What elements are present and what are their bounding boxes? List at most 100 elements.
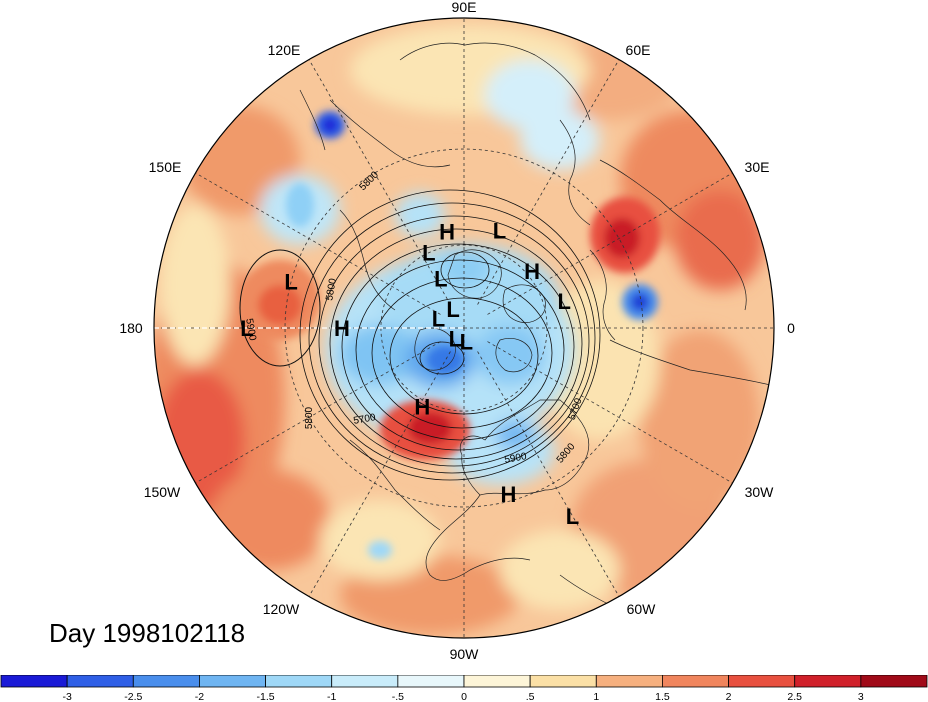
low-pressure-marker: L xyxy=(446,297,459,322)
meridian-line xyxy=(308,59,451,305)
coastline-path xyxy=(495,338,533,373)
colorbar-swatch xyxy=(662,675,729,688)
colorbar-swatch xyxy=(66,675,134,688)
coastline-path xyxy=(589,249,616,341)
height-contour xyxy=(355,259,565,441)
colorbar: -3 -2.5 -2 -1.5 -1 -.5 0 .5 1 1.5 2 2.5 3 xyxy=(0,675,928,702)
coastline-path xyxy=(425,494,531,581)
colorbar-swatch xyxy=(595,675,663,688)
height-contour xyxy=(308,202,596,474)
longitude-labels: 90E 120E 60E 150E 30E 180 0 150W 30W 120W 60W 90W xyxy=(119,0,795,662)
colorbar-tick-label: 0 xyxy=(461,691,467,702)
colorbar-swatch xyxy=(132,675,200,688)
graticule xyxy=(154,18,774,638)
low-pressure-marker: L xyxy=(434,266,447,291)
longitude-label: 120W xyxy=(263,601,300,617)
colorbar-tick-label: -2.5 xyxy=(124,691,142,702)
contour-value-label: 5800 xyxy=(304,406,315,429)
colorbar-tick-label: -3 xyxy=(62,691,71,702)
longitude-label: 60W xyxy=(627,601,657,617)
colorbar-tick-label: 1 xyxy=(593,691,599,702)
coastline-path xyxy=(399,42,591,121)
height-contour xyxy=(318,215,590,467)
colorbar-tick-label: -1 xyxy=(327,691,336,702)
coastline-path xyxy=(502,284,546,323)
high-pressure-marker: H xyxy=(414,394,430,419)
longitude-label: 0 xyxy=(787,320,795,336)
low-pressure-marker: L xyxy=(460,329,473,354)
low-pressure-marker: L xyxy=(493,219,506,244)
colorbar-swatch xyxy=(199,675,266,688)
meridian-line xyxy=(195,172,441,315)
longitude-label: 30E xyxy=(745,159,770,175)
colorbar-tick-label: -1.5 xyxy=(257,691,275,702)
low-pressure-marker: L xyxy=(432,307,445,332)
height-contour xyxy=(329,228,583,460)
coastline-path xyxy=(299,89,326,151)
map-boundary-circle xyxy=(153,17,775,639)
height-contour xyxy=(341,243,575,451)
longitude-label: 30W xyxy=(745,484,775,500)
colorbar-swatch xyxy=(0,675,68,688)
colorbar-tick-label: 1.5 xyxy=(655,691,670,702)
height-contour xyxy=(239,249,321,367)
height-contour xyxy=(371,277,553,429)
contour-value-label: 5800 xyxy=(324,277,339,301)
height-contour xyxy=(440,251,490,289)
coastlines xyxy=(299,42,771,611)
meridian-line xyxy=(308,351,451,597)
height-contour xyxy=(299,189,601,481)
longitude-label: 90W xyxy=(450,646,480,662)
coastline-path xyxy=(414,327,456,371)
height-contour xyxy=(389,297,539,415)
latitude-circle xyxy=(284,148,644,508)
meridian-line xyxy=(487,341,733,484)
longitude-label: 60E xyxy=(626,42,651,58)
colorbar-tick-label: -.5 xyxy=(392,691,404,702)
colorbar-tick-label: 2.5 xyxy=(787,691,802,702)
longitude-label: 90E xyxy=(452,0,477,15)
low-pressure-marker: L xyxy=(284,270,297,295)
meridian-line xyxy=(477,59,620,305)
high-pressure-marker: H xyxy=(524,259,540,284)
geopotential-contours xyxy=(239,189,601,481)
contour-value-label: 5700 xyxy=(353,412,377,427)
longitude-label: 120E xyxy=(268,42,301,58)
day-timestamp-label: Day 1998102118 xyxy=(49,618,246,648)
colorbar-swatch xyxy=(529,675,597,688)
contour-value-label: 5900 xyxy=(504,451,528,466)
low-pressure-marker: L xyxy=(422,241,435,266)
coastline-path xyxy=(559,119,591,226)
low-pressure-marker: L xyxy=(449,326,462,351)
meridian-line xyxy=(477,351,620,597)
low-pressure-marker: L xyxy=(566,504,579,529)
high-pressure-marker: H xyxy=(334,316,350,341)
colorbar-swatch xyxy=(728,675,796,688)
meridian-line xyxy=(487,172,733,315)
low-pressure-marker: L xyxy=(240,316,253,341)
colorbar-tick-label: -2 xyxy=(195,691,204,702)
coastline-path xyxy=(349,439,441,531)
longitude-label: 150W xyxy=(144,484,181,500)
low-pressure-marker: L xyxy=(557,289,570,314)
colorbar-swatch xyxy=(397,675,465,688)
coastline-path xyxy=(609,339,771,386)
high-pressure-marker: H xyxy=(439,220,455,245)
colorbar-swatch xyxy=(265,675,333,688)
colorbar-tick-label: .5 xyxy=(526,691,535,702)
coastline-path xyxy=(329,99,451,168)
contour-value-label: 5900 xyxy=(243,318,258,342)
longitude-label: 150E xyxy=(149,159,182,175)
meridian-line xyxy=(195,341,441,484)
colorbar-swatch xyxy=(331,675,399,688)
longitude-label: 180 xyxy=(119,320,143,336)
colorbar-swatch xyxy=(860,675,928,688)
colorbar-tick-label: 2 xyxy=(726,691,732,702)
coastline-path xyxy=(599,159,747,311)
height-contour xyxy=(419,341,465,375)
colorbar-swatch xyxy=(794,675,862,688)
colorbar-tick-label: 3 xyxy=(858,691,864,702)
colorbar-swatch xyxy=(463,675,531,688)
